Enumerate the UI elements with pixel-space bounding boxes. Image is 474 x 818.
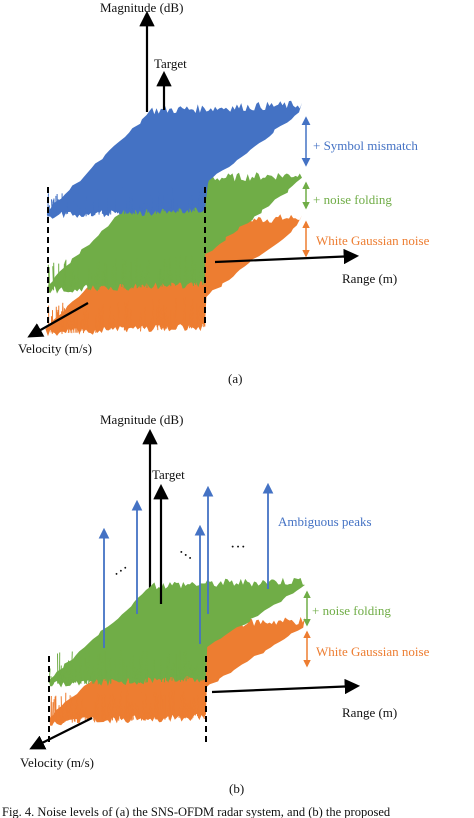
panel-a-range-axis xyxy=(214,248,360,265)
panel-b-range-label: Range (m) xyxy=(342,705,397,720)
panel-b-noise-folding-label: + noise folding xyxy=(312,603,391,618)
panel-a-blue-layer-texture xyxy=(46,185,205,217)
panel-a-target-label: Target xyxy=(154,56,187,71)
panel-a-blue-layer xyxy=(47,100,303,219)
panel-a-magnitude-label: Magnitude (dB) xyxy=(100,0,183,15)
panel-b-ellipsis-3: ··· xyxy=(230,539,246,556)
panel-b-noise-layers xyxy=(48,577,306,726)
panel-a-orange-layer-texture xyxy=(47,297,206,335)
panel-b-magnitude-label: Magnitude (dB) xyxy=(100,412,183,427)
panel-b-ambiguous-label: Ambiguous peaks xyxy=(278,514,372,529)
panel-b-green-layer-texture xyxy=(48,649,206,685)
panel-b: ··· ··· ··· Magnitude (dB) Target Ambigu… xyxy=(20,412,430,796)
panel-b-range-axis xyxy=(211,678,361,695)
panel-b-green-layer xyxy=(49,577,306,688)
panel-b-velocity-axis xyxy=(29,717,93,750)
figure-caption: Fig. 4. Noise levels of (a) the SNS-OFDM… xyxy=(2,805,391,818)
panel-b-target-label: Target xyxy=(152,467,185,482)
panel-b-velocity-label: Velocity (m/s) xyxy=(20,755,94,770)
panel-a-noise-folding-label: + noise folding xyxy=(313,192,392,207)
panel-a-velocity-label: Velocity (m/s) xyxy=(18,341,92,356)
panel-a-symbol-mismatch-label: + Symbol mismatch xyxy=(313,138,418,153)
panel-a-velocity-axis xyxy=(27,302,89,338)
panel-a-sublabel: (a) xyxy=(228,371,242,386)
panel-b-ellipsis-1: ··· xyxy=(110,560,133,583)
panel-b-sublabel: (b) xyxy=(229,781,244,796)
panel-b-ambiguous-peaks xyxy=(98,482,274,648)
panel-a-noise-layers xyxy=(45,100,303,337)
panel-a-green-layer-texture xyxy=(47,255,204,291)
panel-b-white-noise-label: White Gaussian noise xyxy=(316,644,430,659)
panel-b-orange-layer-texture xyxy=(50,689,205,724)
panel-a-green-layer xyxy=(47,172,303,294)
panel-a-white-noise-label: White Gaussian noise xyxy=(316,233,430,248)
panel-b-ellipsis-2: ··· xyxy=(174,544,197,567)
panel-a: Magnitude (dB) Target + Symbol mismatch … xyxy=(18,0,430,386)
panel-a-range-label: Range (m) xyxy=(342,271,397,286)
